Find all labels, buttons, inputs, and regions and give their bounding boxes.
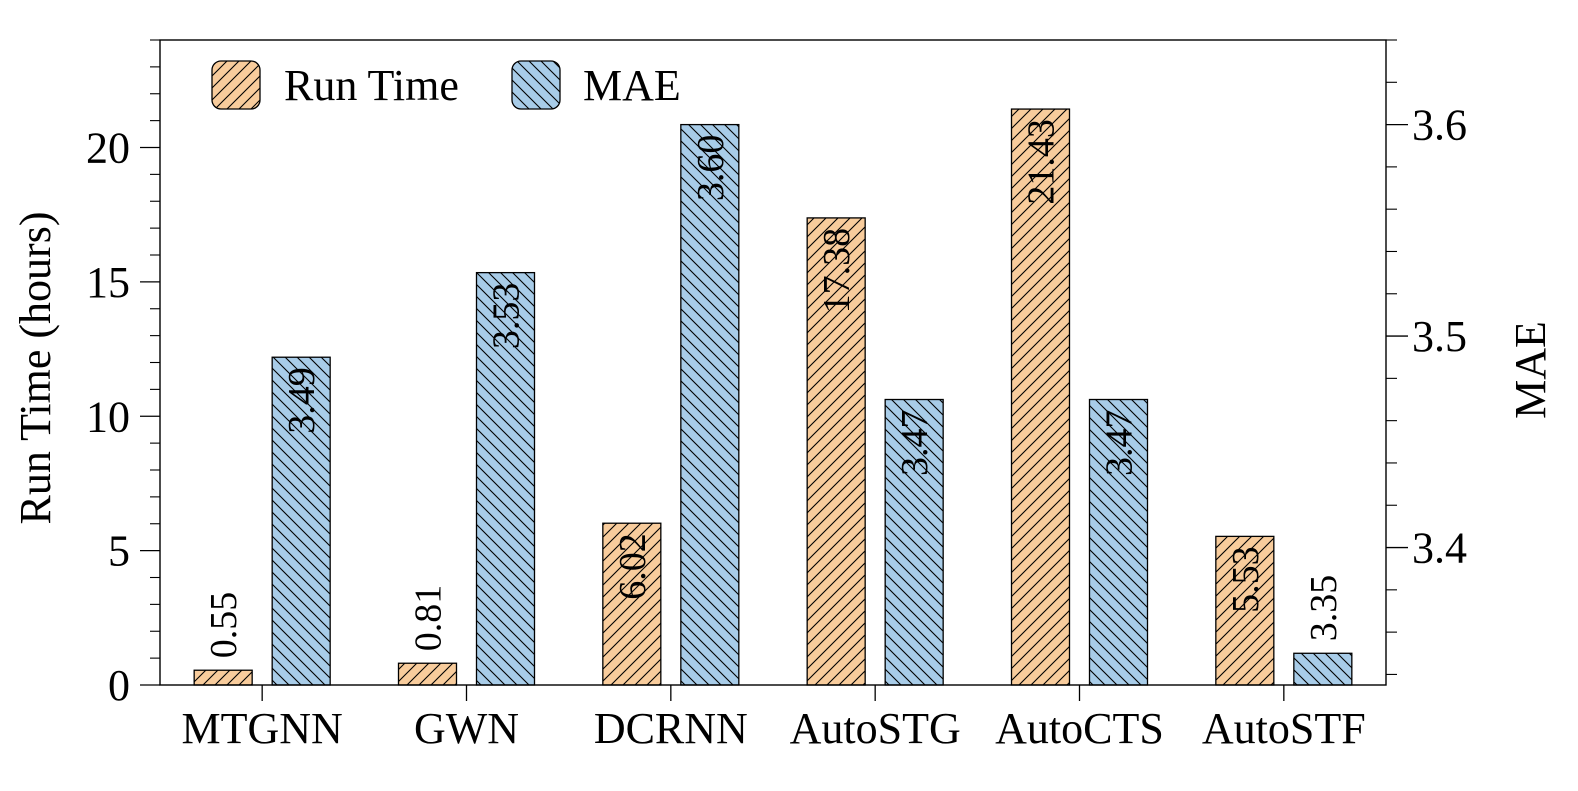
x-tick-label-autostg: AutoSTG xyxy=(790,704,961,753)
bar-run-time-dcrnn xyxy=(602,522,662,686)
bar-mae-dcrnn xyxy=(680,123,740,686)
data-labels-layer: 0.55 3.49 0.81 3.53 6.02 3.60 17.38 3.47 21.43 3.… xyxy=(203,119,1345,658)
data-label-run-time-autostf: 5.53 xyxy=(1225,546,1267,613)
data-label-run-time-autostg: 17.38 xyxy=(816,228,858,314)
bar-mae-gwn xyxy=(475,271,536,686)
data-label-run-time-dcrnn: 6.02 xyxy=(612,533,654,600)
legend-swatch-mae xyxy=(511,60,561,110)
plot-frame xyxy=(159,39,1387,686)
x-axis: MTGNN GWN DCRNN AutoSTG AutoCTS AutoSTF xyxy=(182,685,1366,753)
bar-run-time-autostf xyxy=(1215,535,1275,686)
y2-tick-label-3.6: 3.6 xyxy=(1412,101,1467,150)
data-label-mae-autostf: 3.35 xyxy=(1303,575,1345,642)
bar-mae-mtgnn xyxy=(271,356,331,686)
data-label-run-time-autocts: 21.43 xyxy=(1021,119,1063,205)
bar-mae-autostg xyxy=(884,398,944,686)
data-label-mae-dcrnn: 3.60 xyxy=(690,135,732,202)
y2-tick-label-3.5: 3.5 xyxy=(1412,312,1467,361)
bars-layer xyxy=(193,108,1353,686)
data-label-run-time-gwn: 0.81 xyxy=(408,585,450,652)
legend-label-run-time: Run Time xyxy=(284,61,459,110)
y-tick-label-10: 10 xyxy=(86,392,130,441)
x-tick-label-dcrnn: DCRNN xyxy=(594,704,748,753)
right-axis: 3.4 3.5 3.6 xyxy=(1386,39,1467,675)
data-label-mae-gwn: 3.53 xyxy=(486,283,528,350)
bar-run-time-autocts xyxy=(1010,108,1071,686)
x-tick-label-autostf: AutoSTF xyxy=(1202,704,1366,753)
bar-run-time-gwn xyxy=(397,662,458,686)
y-axis-label: Run Time (hours) xyxy=(11,212,60,525)
y2-axis-label: MAE xyxy=(1506,321,1555,419)
legend-label-mae: MAE xyxy=(583,61,681,110)
bar-run-time-mtgnn xyxy=(193,669,253,686)
legend-swatch-run-time xyxy=(211,60,261,110)
legend: Run Time MAE xyxy=(211,60,681,110)
data-label-mae-autostg: 3.47 xyxy=(894,410,936,477)
x-tick-label-mtgnn: MTGNN xyxy=(182,704,343,753)
bar-run-time-autostg xyxy=(806,217,866,686)
bar-mae-autostf xyxy=(1293,652,1353,686)
y2-tick-label-3.4: 3.4 xyxy=(1412,524,1467,573)
y-tick-label-15: 15 xyxy=(86,258,130,307)
x-tick-label-autocts: AutoCTS xyxy=(995,704,1164,753)
y-tick-label-5: 5 xyxy=(108,527,130,576)
left-axis: 0 5 10 15 20 xyxy=(86,39,160,710)
data-label-mae-mtgnn: 3.49 xyxy=(281,367,323,434)
y-tick-label-20: 20 xyxy=(86,124,130,173)
data-label-mae-autocts: 3.47 xyxy=(1099,410,1141,477)
data-label-run-time-mtgnn: 0.55 xyxy=(203,592,245,659)
x-tick-label-gwn: GWN xyxy=(414,704,519,753)
y-tick-label-0: 0 xyxy=(108,661,130,710)
